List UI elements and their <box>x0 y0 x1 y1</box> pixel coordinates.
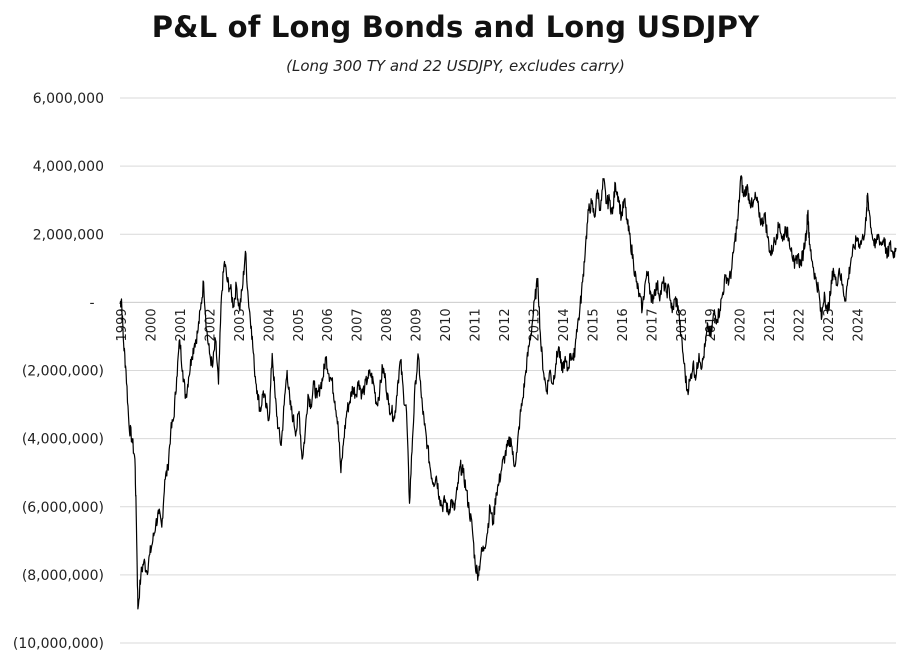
x-axis: 1999 2000 2001 2002 2003 2004 2005 2006 2007 2008… <box>115 301 896 341</box>
x-tick-label: 2014 <box>557 308 572 341</box>
chart-subtitle: (Long 300 TY and 22 USDJPY, excludes car… <box>286 57 625 75</box>
y-tick-label: 6,000,000 <box>33 91 104 107</box>
y-tick-label: (10,000,000) <box>13 636 104 652</box>
x-tick-label: 2020 <box>734 308 749 341</box>
y-tick-label: 4,000,000 <box>33 159 104 175</box>
x-tick-label: 2015 <box>586 308 601 341</box>
y-tick-label: - <box>89 295 94 311</box>
gridlines <box>120 97 896 644</box>
x-tick-label: 2022 <box>793 308 808 341</box>
x-tick-label: 2008 <box>380 308 395 341</box>
x-tick-label: 2018 <box>675 308 690 341</box>
x-tick-label: 2006 <box>321 308 336 341</box>
y-tick-label: (4,000,000) <box>22 432 104 448</box>
y-tick-label: (6,000,000) <box>22 500 104 516</box>
y-axis-ticks: 6,000,000 4,000,000 2,000,000 - (2,000,000) (… <box>13 91 104 652</box>
x-tick-label: 2021 <box>763 308 778 341</box>
series-group <box>119 175 897 610</box>
x-tick-label: 2009 <box>410 308 425 341</box>
x-tick-label: 2000 <box>144 308 159 341</box>
x-tick-label: 2023 <box>822 308 837 341</box>
x-tick-label: 2005 <box>292 308 307 341</box>
y-tick-label: 2,000,000 <box>33 227 104 243</box>
y-tick-label: (2,000,000) <box>22 364 104 380</box>
x-tick-label: 2016 <box>616 308 631 341</box>
chart-title: P&L of Long Bonds and Long USDJPY <box>151 10 760 44</box>
x-tick-label: 2007 <box>351 308 366 341</box>
x-tick-label: 2004 <box>262 308 277 341</box>
x-tick-label: 2012 <box>498 308 513 341</box>
x-tick-label: 2017 <box>645 308 660 341</box>
x-tick-label: 2010 <box>439 308 454 341</box>
y-tick-label: (8,000,000) <box>22 568 104 584</box>
x-tick-label: 2024 <box>852 308 867 341</box>
x-tick-label: 2003 <box>233 308 248 341</box>
x-tick-label: 2011 <box>469 308 484 341</box>
series-line-0 <box>119 175 897 610</box>
x-tick-label: 2001 <box>174 308 189 341</box>
